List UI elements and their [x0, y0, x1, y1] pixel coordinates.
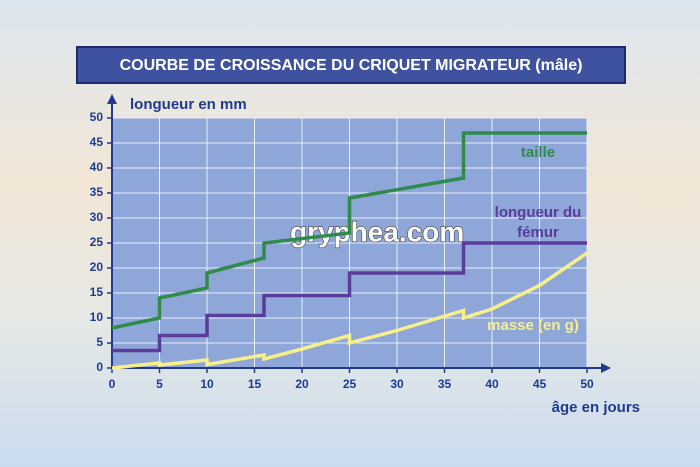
x-tick-label: 5	[156, 377, 163, 391]
watermark: gryphea.com	[290, 216, 464, 247]
y-axis-arrow	[107, 94, 117, 104]
x-tick-label: 30	[390, 377, 404, 391]
x-tick-label: 10	[200, 377, 214, 391]
y-tick-label: 20	[90, 260, 104, 274]
x-tick-label: 15	[248, 377, 262, 391]
x-tick-label: 40	[485, 377, 499, 391]
series-line	[111, 131, 587, 330]
y-tick-label: 0	[96, 360, 103, 374]
series-label: masse (en g)	[487, 317, 579, 334]
series-line	[111, 251, 588, 370]
y-tick-label: 15	[90, 285, 104, 299]
x-tick-label: 45	[533, 377, 547, 391]
y-tick-label: 50	[90, 110, 104, 124]
x-tick-label: 25	[343, 377, 357, 391]
y-tick-label: 25	[90, 235, 104, 249]
series-line	[112, 241, 587, 353]
y-tick-label: 40	[90, 160, 104, 174]
y-tick-label: 45	[90, 135, 104, 149]
title-box	[76, 46, 626, 84]
series-label: longueur du fémur	[494, 204, 582, 241]
series-label: taille	[520, 144, 556, 161]
y-tick-label: 30	[90, 210, 104, 224]
y-tick-label: 5	[96, 335, 103, 349]
x-tick-label: 35	[438, 377, 452, 391]
x-tick-label: 0	[109, 377, 116, 391]
y-tick-label: 10	[90, 310, 104, 324]
x-tick-label: 50	[580, 377, 594, 391]
chart-title: COURBE DE CROISSANCE DU CRIQUET MIGRATEU…	[120, 57, 583, 74]
x-axis-arrow	[601, 363, 611, 373]
x-tick-label: 20	[295, 377, 309, 391]
y-tick-label: 35	[90, 185, 104, 199]
x-axis-label: âge en jours	[552, 399, 640, 416]
y-axis-label: longueur en mm	[130, 96, 247, 113]
